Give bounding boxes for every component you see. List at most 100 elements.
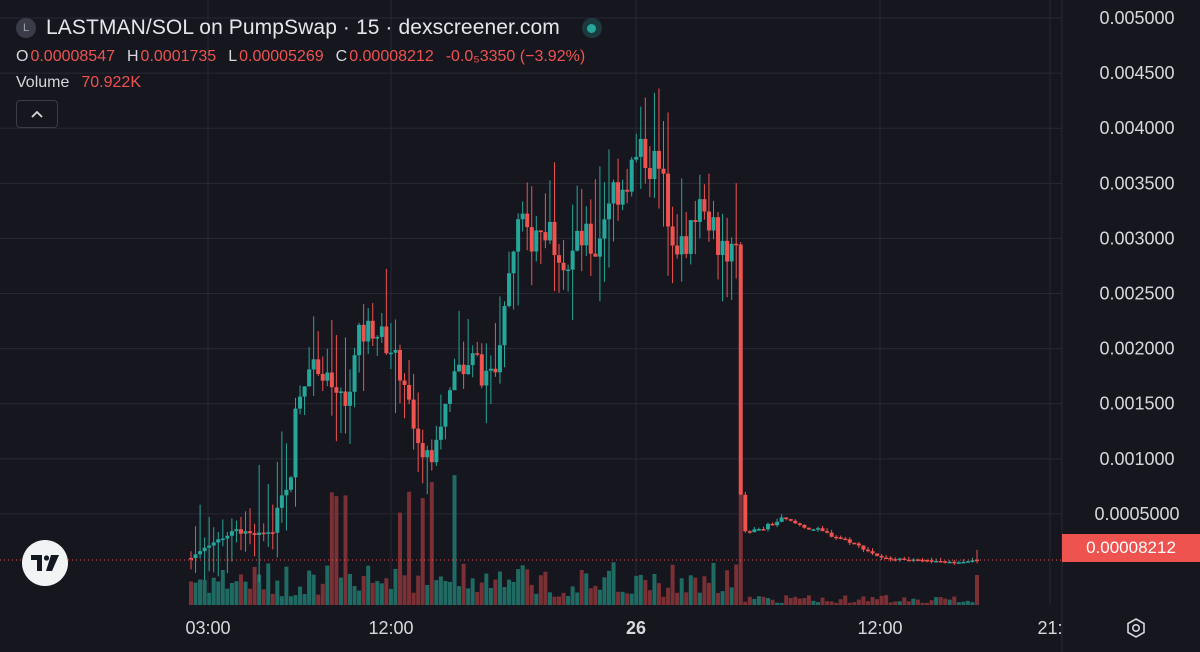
candle-body [879, 555, 884, 558]
volume-bar [947, 599, 952, 605]
candle-body [784, 517, 789, 520]
candle-body [488, 368, 493, 371]
volume-bar [729, 587, 734, 605]
volume-bar [366, 565, 371, 605]
volume-bar [461, 563, 466, 605]
volume-bar [766, 598, 771, 605]
volume-bar [797, 598, 802, 605]
candle-body [843, 538, 848, 541]
volume-bar [416, 575, 421, 605]
volume-bar [497, 571, 502, 605]
volume-bar [343, 495, 348, 605]
candle-body [884, 557, 889, 560]
volume-bar [611, 562, 616, 605]
candle-body [407, 384, 412, 400]
chart-title: LASTMAN/SOL on PumpSwap · 15 · dexscreen… [46, 16, 560, 39]
y-tick-label: 0.001000 [1099, 449, 1174, 469]
x-tick-label: 21: [1037, 618, 1062, 638]
candle-body [361, 324, 366, 342]
volume-value: 70.922K [81, 74, 141, 91]
volume-bar [593, 585, 598, 605]
candle-body [811, 529, 816, 531]
volume-bar [352, 585, 357, 605]
volume-bar [847, 602, 852, 605]
candle-body [888, 557, 893, 560]
candle-body [434, 439, 439, 463]
candle-body [284, 489, 289, 496]
candle-body [543, 232, 548, 241]
candle-body [743, 494, 748, 532]
candle-body [820, 528, 825, 532]
volume-bar [370, 582, 375, 605]
candle-body [825, 531, 830, 533]
volume-bar [320, 583, 325, 605]
candle-body [666, 173, 671, 227]
candle-body [938, 560, 943, 563]
candle-body [652, 150, 657, 180]
tradingview-logo-icon[interactable] [22, 540, 68, 586]
candle-body [502, 306, 507, 346]
candle-body [334, 387, 339, 393]
candle-body [575, 230, 580, 251]
candle-body [770, 523, 775, 526]
candle-body [897, 558, 902, 561]
candle-body [338, 391, 343, 393]
volume-bar [602, 577, 607, 605]
x-tick-label: 03:00 [185, 618, 230, 638]
token-logo-icon: L [16, 18, 36, 38]
volume-bar [520, 565, 525, 605]
y-tick-label: 0.002000 [1099, 339, 1174, 359]
low-key: L [228, 48, 238, 65]
volume-bar [298, 586, 303, 605]
candle-body [534, 230, 539, 252]
volume-bar [529, 584, 534, 605]
candle-body [693, 220, 698, 222]
candle-body [716, 217, 721, 255]
volume-bar [252, 566, 257, 605]
candle-body [766, 523, 771, 530]
candle-body [307, 369, 312, 387]
volume-bar [493, 579, 498, 605]
candle-body [225, 535, 230, 539]
volume-bar [434, 580, 439, 605]
volume-bar [293, 595, 298, 605]
candle-body [234, 529, 239, 532]
volume-bar [552, 596, 557, 605]
candle-body [443, 403, 448, 427]
settings-button[interactable] [1122, 614, 1150, 642]
y-tick-label: 0.001500 [1099, 394, 1174, 414]
volume-bar [716, 592, 721, 605]
volume-bar [779, 602, 784, 605]
candle-body [343, 391, 348, 406]
candle-body [348, 391, 353, 406]
candle-body [611, 182, 616, 204]
candle-body [375, 336, 380, 339]
candle-body [457, 364, 462, 372]
volume-bar [479, 582, 484, 605]
volume-bar [638, 574, 643, 605]
candle-body [288, 477, 293, 490]
volume-bar [725, 570, 730, 605]
candle-body [793, 520, 798, 524]
low-value: 0.00005269 [239, 48, 324, 65]
candle-body [920, 559, 925, 562]
y-tick-label: 0.002500 [1099, 284, 1174, 304]
candle-body [906, 559, 911, 562]
volume-bar [402, 575, 407, 605]
candle-body [720, 240, 725, 255]
candle-body [261, 532, 266, 535]
candle-body [829, 532, 834, 537]
volume-bar [806, 595, 811, 605]
candle-body [388, 352, 393, 355]
volume-bar [475, 591, 480, 605]
chart-legend: L LASTMAN/SOL on PumpSwap · 15 · dexscre… [16, 14, 602, 128]
candle-body [702, 199, 707, 212]
volume-bar [484, 573, 489, 605]
collapse-legend-button[interactable] [16, 100, 58, 128]
volume-bar [543, 571, 548, 605]
volume-bar [234, 581, 239, 605]
volume-bar [570, 586, 575, 605]
volume-bar [852, 602, 857, 605]
volume-bar [393, 568, 398, 605]
